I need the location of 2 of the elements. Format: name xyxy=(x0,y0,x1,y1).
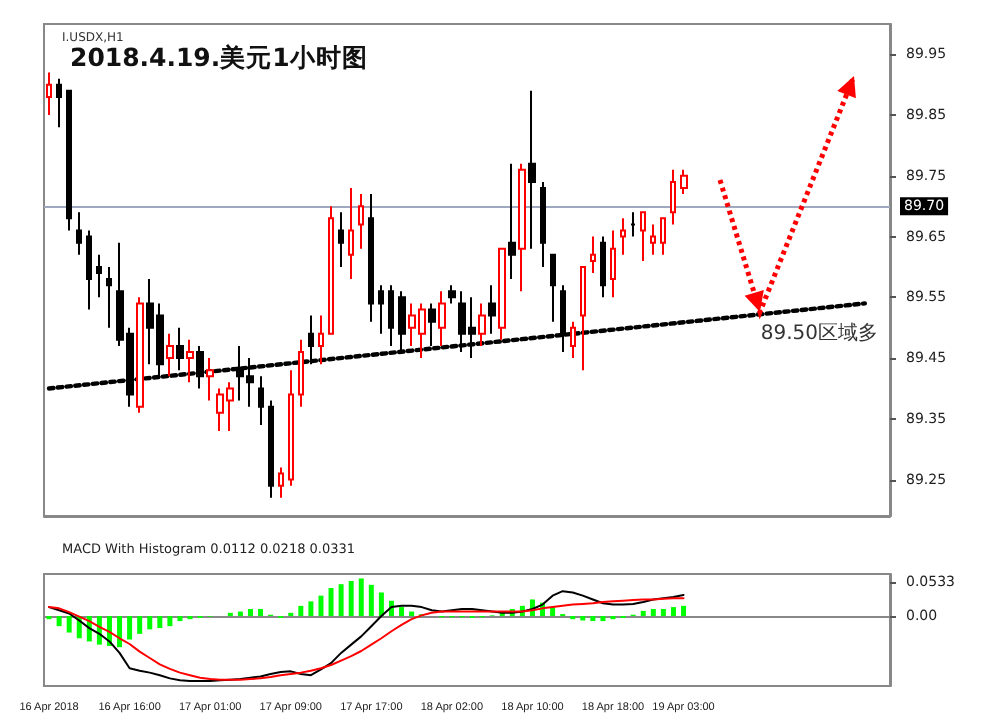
text: 2018.4.19.美元1小时图 xyxy=(70,42,368,72)
annotation: 89.50区域多 xyxy=(760,321,879,345)
